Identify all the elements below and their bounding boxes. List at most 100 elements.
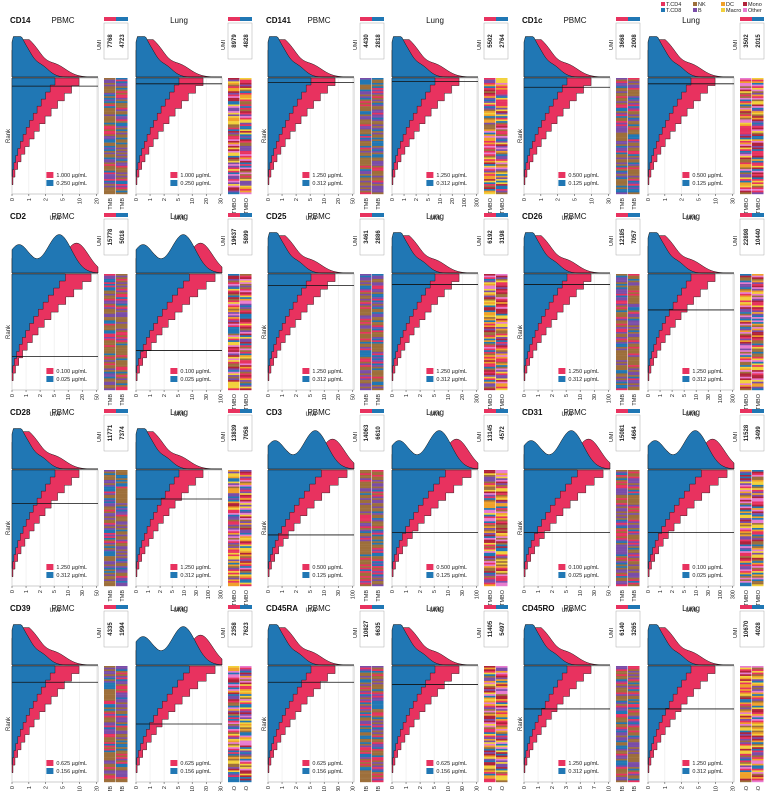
cell-stripe: [616, 139, 628, 142]
cell-stripe: [496, 775, 508, 778]
cell-stripe: [116, 303, 128, 306]
cell-stripe: [240, 542, 252, 545]
rank-low: [11, 77, 56, 177]
cell-stripe: [116, 122, 128, 125]
cell-stripe: [228, 124, 240, 127]
cell-stripe: [116, 670, 128, 673]
cell-stripe: [616, 730, 628, 733]
header-high: [740, 17, 752, 21]
cell-stripe: [104, 388, 116, 391]
cell-stripe: [616, 569, 628, 572]
cell-stripe: [484, 704, 496, 706]
cell-stripe: [740, 368, 752, 371]
cell-stripe: [228, 546, 240, 549]
cell-stripe: [104, 753, 116, 756]
cell-stripe: [752, 730, 764, 733]
cell-stripe: [116, 332, 128, 334]
tissue-title: PBMC: [307, 212, 330, 221]
cell-stripe: [228, 534, 240, 537]
umi-col-label: UMI: [221, 235, 227, 246]
side-col-label: TMBO: [756, 589, 762, 606]
header-low: [240, 17, 252, 21]
cell-stripe: [484, 333, 496, 336]
cell-stripe: [116, 383, 128, 386]
cell-stripe: [360, 81, 372, 84]
cell-stripe: [616, 97, 628, 100]
cell-stripe: [616, 363, 628, 366]
cell-stripe: [240, 705, 252, 708]
cell-stripe: [496, 478, 508, 481]
cell-stripe: [360, 569, 372, 572]
cell-stripe: [496, 290, 508, 293]
cell-stripe: [228, 162, 240, 165]
rank-low: [135, 273, 190, 373]
cell-stripe: [496, 577, 508, 580]
cell-stripe: [372, 144, 384, 147]
cell-stripe: [496, 521, 508, 524]
cell-stripe: [240, 360, 252, 363]
cell-stripe: [616, 280, 628, 283]
cell-stripe: [740, 705, 752, 708]
cell-stripe: [496, 722, 508, 725]
cell-stripe: [740, 274, 752, 276]
x-tick-label: 0: [266, 198, 272, 201]
cell-stripe: [104, 577, 116, 580]
cell-stripe: [616, 111, 628, 113]
cell-stripe: [104, 303, 116, 306]
cell-stripe: [104, 155, 116, 158]
cell-stripe: [616, 380, 628, 382]
cell-stripe: [628, 717, 640, 720]
cell-stripe: [360, 577, 372, 580]
cell-stripe: [228, 474, 240, 477]
cell-stripe: [360, 501, 372, 504]
cell-stripe: [240, 700, 252, 703]
cell-stripe: [240, 366, 252, 369]
cell-stripe: [752, 750, 764, 753]
side-col-label: TMB: [364, 198, 370, 210]
cell-stripe: [104, 182, 116, 185]
marker-title: CD3: [266, 408, 283, 417]
cell-stripe: [484, 338, 496, 341]
cell-stripe: [116, 192, 128, 195]
side-col-label: TMBO: [232, 785, 238, 791]
cell-stripe: [116, 149, 128, 152]
legend-low-label: 0.250 µg/mL: [180, 181, 211, 187]
x-axis-label: UMI: [306, 412, 317, 418]
cell-stripe: [372, 697, 384, 700]
cell-stripe: [360, 724, 372, 726]
cell-stripe: [104, 674, 116, 677]
cell-stripe: [228, 526, 240, 529]
cell-stripe: [372, 526, 384, 529]
cell-stripe: [628, 116, 640, 118]
cell-stripe: [360, 576, 372, 578]
cell-stripe: [752, 526, 764, 529]
cell-stripe: [752, 504, 764, 507]
cell-stripe: [228, 549, 240, 552]
cell-stripe: [240, 174, 252, 176]
cell-stripe: [240, 743, 252, 746]
cell-stripe: [752, 735, 764, 738]
cell-stripe: [616, 117, 628, 120]
cell-stripe: [360, 375, 372, 377]
cell-stripe: [752, 705, 764, 708]
cell-stripe: [752, 689, 764, 692]
cell-stripe: [104, 89, 116, 92]
cell-stripe: [372, 361, 384, 364]
cell-stripe: [616, 333, 628, 336]
cell-stripe: [228, 192, 240, 195]
cell-stripe: [360, 680, 372, 683]
umi-value: 13839: [232, 424, 238, 441]
cell-stripe: [228, 285, 240, 288]
side-col-label: TMBO: [488, 197, 494, 214]
cell-stripe: [240, 496, 252, 499]
cell-stripe: [104, 479, 116, 482]
cell-stripe: [104, 501, 116, 504]
cell-stripe: [752, 290, 764, 293]
cell-stripe: [628, 735, 640, 738]
cell-stripe: [228, 114, 240, 117]
cell-stripe: [740, 375, 752, 377]
tissue-title: PBMC: [51, 16, 74, 25]
cell-stripe: [496, 323, 508, 326]
cell-stripe: [628, 529, 640, 532]
